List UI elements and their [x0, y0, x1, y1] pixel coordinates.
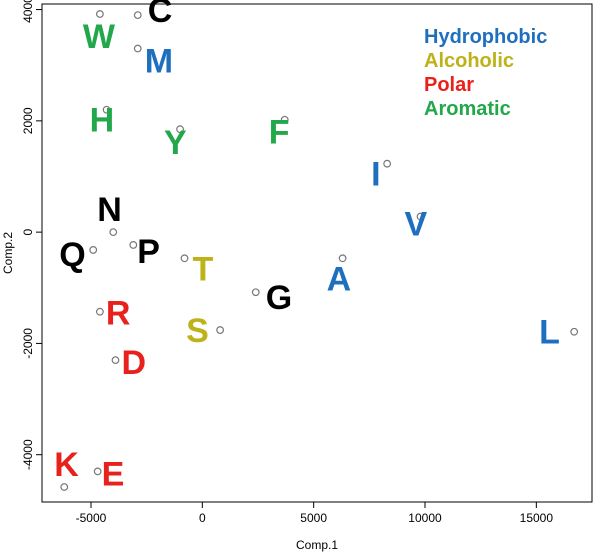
point-label: V [405, 206, 428, 244]
x-tick-label: -5000 [76, 511, 107, 525]
point-label: L [539, 314, 560, 352]
y-tick-label: 2000 [21, 107, 35, 134]
x-tick-label: 0 [199, 511, 206, 525]
data-point [176, 125, 184, 134]
point-label: P [137, 233, 160, 271]
data-point [102, 105, 111, 114]
x-tick-label: 15000 [520, 511, 554, 525]
data-point [216, 326, 225, 334]
point-label: Y [164, 124, 187, 162]
point-label: K [54, 446, 79, 484]
point-label: F [269, 114, 290, 152]
legend-entry: Alcoholic [424, 50, 514, 72]
x-axis: -5000 0 5000 10000 15000 [76, 501, 554, 525]
data-point [95, 10, 104, 18]
data-point [109, 228, 118, 237]
data-point [570, 327, 579, 336]
y-tick-label: 0 [21, 228, 35, 235]
data-point [93, 467, 102, 476]
data-point [280, 115, 289, 124]
data-point [60, 483, 69, 491]
data-point [180, 254, 189, 263]
y-tick-label: -4000 [21, 439, 35, 470]
legend-entry: Polar [424, 74, 474, 96]
data-point [383, 159, 392, 168]
data-point [338, 254, 347, 263]
point-label: A [327, 260, 352, 298]
x-axis-title: Comp.1 [296, 538, 338, 552]
data-point [95, 307, 104, 316]
point-label: G [266, 279, 292, 317]
point-label: R [106, 295, 131, 333]
data-point [129, 241, 138, 249]
point-label: C [148, 0, 173, 30]
data-points: C WMH Y F IV NQ P T AG R S L D EK [54, 0, 579, 493]
y-axis-title: Comp.2 [1, 232, 15, 274]
point-label: T [193, 250, 214, 288]
legend-entry: Hydrophobic [424, 26, 547, 48]
point-label: W [83, 18, 116, 56]
data-point [133, 44, 142, 53]
y-tick-label: 4000 [21, 0, 35, 23]
data-point [251, 288, 260, 297]
legend-entry: Aromatic [424, 98, 511, 120]
data-point [111, 356, 120, 365]
point-label: M [145, 43, 173, 81]
point-label: H [90, 102, 115, 140]
point-label: E [102, 455, 125, 493]
data-point [89, 246, 98, 254]
data-point [133, 11, 142, 20]
point-label: N [97, 191, 122, 229]
x-tick-label: 5000 [300, 511, 327, 525]
y-tick-label: -2000 [21, 328, 35, 359]
plot-frame [41, 3, 593, 503]
y-axis: -4000 -2000 0 2000 4000 [21, 0, 42, 470]
point-label: I [371, 156, 380, 194]
point-label: D [121, 344, 146, 382]
data-point [416, 212, 425, 221]
x-tick-label: 10000 [408, 511, 442, 525]
point-label: S [186, 312, 209, 350]
point-label: Q [59, 236, 85, 274]
